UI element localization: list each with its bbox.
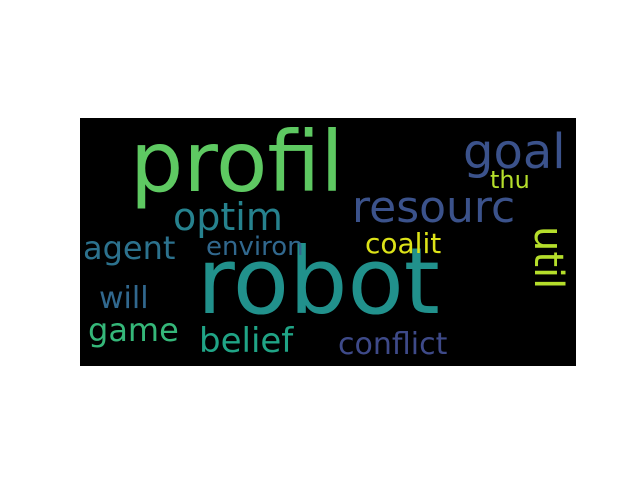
word-resourc: resourc: [352, 182, 516, 233]
word-thu: thu: [490, 166, 530, 194]
word-belief: belief: [199, 321, 294, 361]
word-game: game: [88, 311, 179, 349]
word-conflict: conflict: [338, 327, 448, 362]
word-robot: robot: [197, 228, 440, 335]
word-util: util: [525, 226, 571, 290]
word-coalit: coalit: [365, 227, 442, 260]
word-will: will: [99, 281, 149, 316]
word-agent: agent: [83, 229, 176, 267]
word-environ: environ: [206, 232, 304, 262]
word-profil: profil: [130, 118, 344, 211]
word-optim: optim: [173, 195, 283, 239]
word-goal: goal: [463, 124, 566, 180]
word-cloud-canvas: profil robot goal thu resourc optim agen…: [80, 118, 576, 366]
